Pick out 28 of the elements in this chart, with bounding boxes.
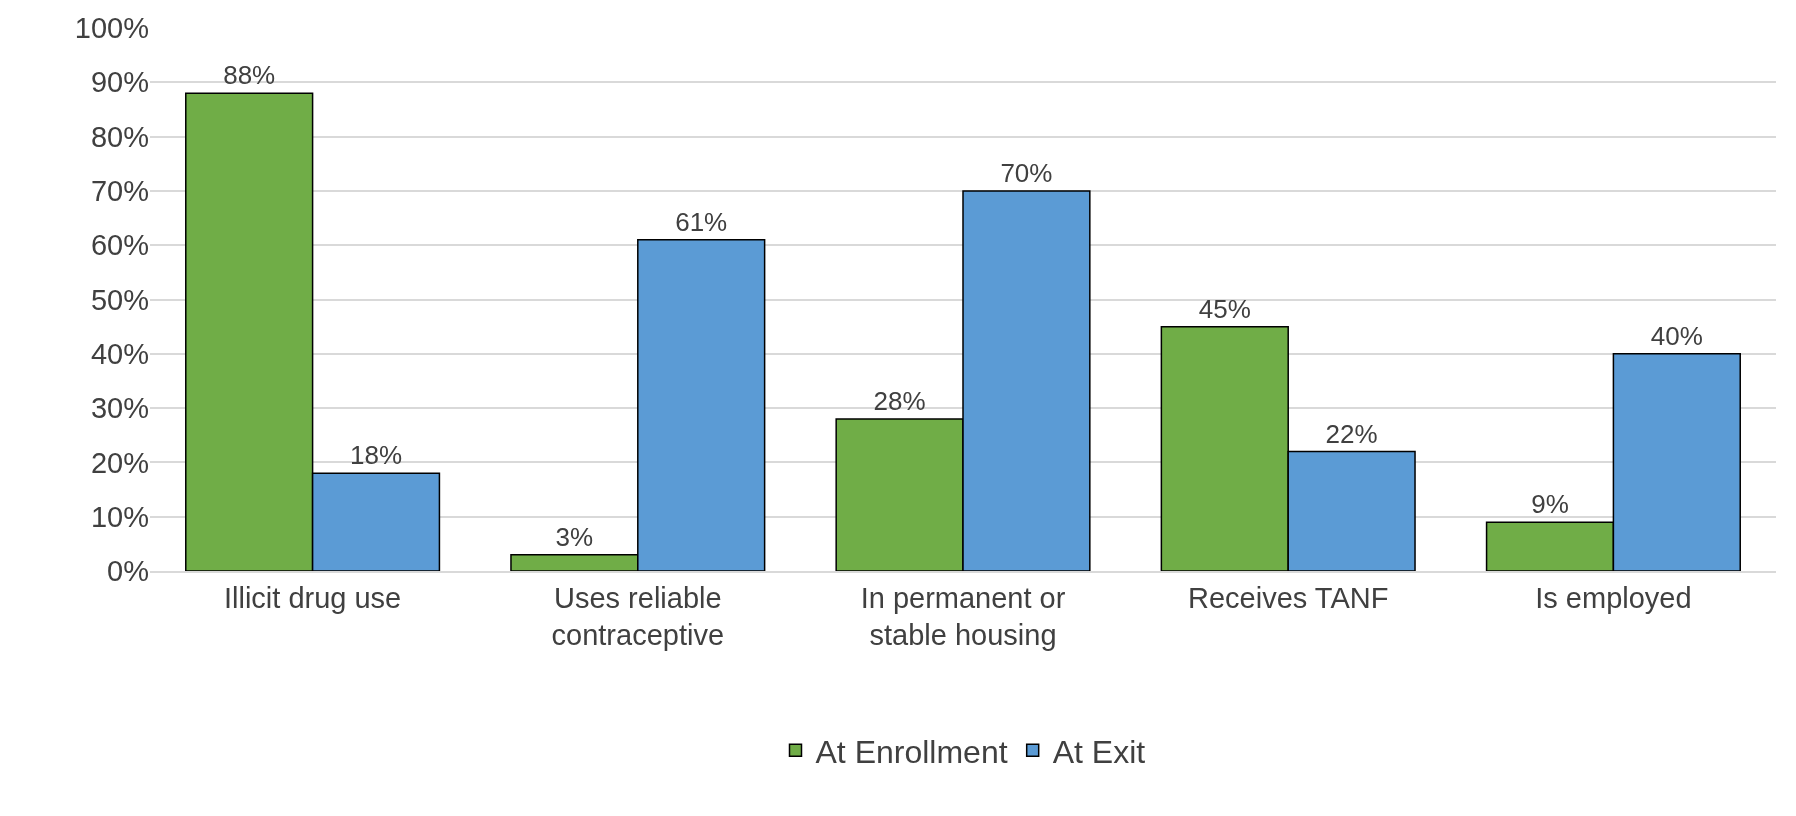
data-label: 88% [223, 60, 276, 91]
data-label: 61% [675, 206, 728, 237]
legend-label: At Exit [1052, 733, 1146, 770]
y-tick-label: 40% [90, 337, 149, 370]
data-label: 28% [873, 385, 926, 416]
y-tick-label: 0% [107, 555, 149, 588]
legend-label: At Enrollment [815, 733, 1008, 770]
y-tick-label: 90% [90, 66, 149, 99]
y-tick-label: 70% [90, 175, 149, 208]
y-tick-label: 60% [90, 229, 149, 262]
y-tick-label: 30% [90, 392, 149, 425]
x-tick-label: Is employed [1535, 581, 1692, 614]
x-tick-label: In permanent or stable housing [860, 581, 1066, 652]
x-tick-label: Uses reliable contraceptive [551, 581, 725, 652]
y-tick-label: 100% [74, 12, 149, 45]
data-label: 3% [555, 521, 594, 552]
data-label: 22% [1325, 418, 1378, 449]
data-label: 9% [1531, 489, 1569, 520]
y-tick-label: 20% [90, 446, 149, 479]
data-label: 70% [1000, 157, 1053, 188]
y-tick-label: 50% [90, 283, 149, 316]
x-tick-label: Illicit drug use [223, 581, 402, 614]
data-label: 45% [1198, 293, 1251, 324]
y-tick-label: 10% [90, 500, 149, 533]
y-tick-label: 80% [90, 120, 149, 153]
data-label: 40% [1650, 320, 1703, 351]
data-label: 18% [349, 440, 403, 471]
x-tick-label: Receives TANF [1188, 581, 1389, 614]
